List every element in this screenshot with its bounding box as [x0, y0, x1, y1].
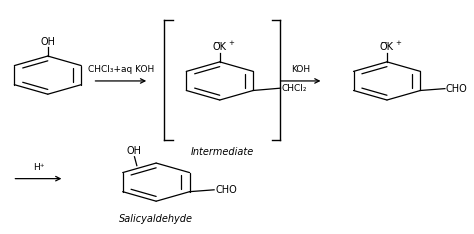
- Text: Intermediate: Intermediate: [191, 147, 254, 157]
- Text: CHCl₃+aq KOH: CHCl₃+aq KOH: [88, 65, 154, 74]
- Text: O̅K: O̅K: [380, 42, 394, 52]
- Text: CHO: CHO: [446, 84, 468, 94]
- Text: Salicyaldehyde: Salicyaldehyde: [119, 214, 193, 224]
- Text: OH: OH: [127, 146, 142, 156]
- Text: OH: OH: [40, 37, 55, 47]
- Text: KOH: KOH: [291, 65, 310, 74]
- Text: O̅K: O̅K: [213, 42, 227, 52]
- Text: CHO: CHO: [215, 185, 237, 195]
- Text: H⁺: H⁺: [33, 163, 44, 172]
- Text: +: +: [395, 40, 401, 46]
- Text: CHCl₂: CHCl₂: [282, 84, 307, 93]
- Text: +: +: [228, 40, 234, 46]
